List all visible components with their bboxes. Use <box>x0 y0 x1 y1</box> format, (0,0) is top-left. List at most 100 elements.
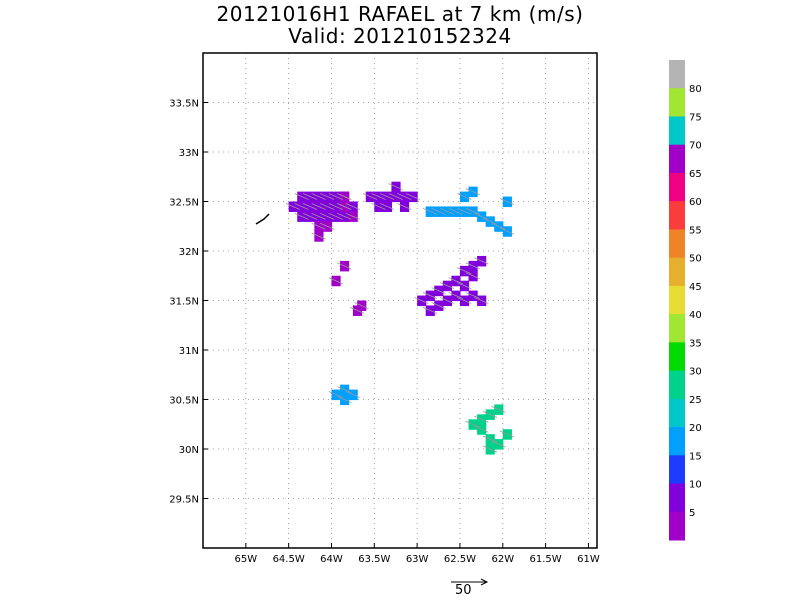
colorbar-label: 50 <box>689 254 702 265</box>
wind-vector <box>388 193 403 200</box>
wind-vector <box>499 227 515 235</box>
wind-vector <box>328 193 343 200</box>
colorbar-label: 60 <box>689 197 702 208</box>
wind-vector <box>474 257 489 265</box>
x-tick-label: 65W <box>235 554 258 565</box>
colorbar-label: 30 <box>689 367 702 378</box>
wind-vector <box>302 212 318 220</box>
wind-vector <box>448 292 463 299</box>
x-tick-label: 63W <box>406 554 429 565</box>
wind-vector <box>311 193 326 200</box>
colorbar-label: 75 <box>689 112 702 123</box>
wind-vector <box>448 277 463 285</box>
colorbar-swatch <box>669 144 685 174</box>
colorbar-swatch <box>669 229 685 259</box>
colorbar-label: 55 <box>689 225 702 236</box>
vector-scale <box>451 578 489 586</box>
colorbar-label: 10 <box>689 480 702 491</box>
colorbar-swatch <box>669 201 685 230</box>
wind-vector <box>350 307 365 314</box>
colorbar-swatch <box>669 398 685 428</box>
wind-vector <box>345 212 361 220</box>
y-tick-label: 29.5N <box>169 495 199 506</box>
y-tick-label: 30.5N <box>169 396 199 407</box>
y-tick-label: 32.5N <box>169 198 199 209</box>
wind-vector <box>474 415 489 423</box>
wind-vector <box>465 208 480 215</box>
wind-vector <box>371 203 386 210</box>
wind-vector <box>320 203 335 210</box>
colorbar-swatch <box>669 257 685 287</box>
wind-vector <box>379 203 395 210</box>
data-cells <box>288 181 512 455</box>
wind-vector <box>431 302 446 309</box>
wind-vector <box>397 193 412 200</box>
wind-vector <box>362 193 378 200</box>
y-tick-label: 33.5N <box>169 99 199 110</box>
colorbar-label: 15 <box>689 451 702 462</box>
wind-vector <box>457 193 472 200</box>
colorbar-label: 45 <box>689 282 702 293</box>
wind-vector <box>320 212 335 220</box>
wind-vector <box>388 183 403 191</box>
wind-vector <box>345 391 361 398</box>
wind-vector <box>465 272 480 280</box>
coastline-mark <box>255 213 270 225</box>
wind-vector <box>474 297 489 304</box>
y-tick-label: 31N <box>179 346 199 357</box>
wind-vector <box>431 287 446 294</box>
wind-vector <box>457 282 472 290</box>
colorbar-swatch <box>669 285 685 315</box>
wind-vector <box>439 282 455 290</box>
wind-vector <box>431 208 446 215</box>
wind-vector <box>457 208 472 215</box>
wind-vector <box>320 193 335 200</box>
wind-vector <box>328 391 343 398</box>
wind-vector <box>371 193 386 200</box>
wind-vector <box>499 430 515 438</box>
wind-vector <box>482 435 498 443</box>
colorbar-label: 35 <box>689 338 702 349</box>
wind-vector <box>491 440 506 448</box>
wind-vector <box>474 212 489 220</box>
x-tick-label: 64.5W <box>273 554 305 565</box>
y-tick-label: 32N <box>179 247 199 258</box>
colorbar-swatch <box>669 370 685 400</box>
grid-layer <box>203 53 597 548</box>
wind-vector <box>457 297 472 304</box>
colorbar-label: 40 <box>689 310 702 321</box>
colorbar-label: 70 <box>689 141 702 152</box>
x-tick-label: 61.5W <box>530 554 562 565</box>
wind-vector <box>474 425 489 433</box>
wind-vector <box>320 222 335 230</box>
wind-vector <box>337 386 352 393</box>
y-tick-label: 30N <box>179 445 199 456</box>
axis-ticks: 65W 64.5W 64W 63.5W 63W 62.5W 62W 61.5W 61W 29.5N… <box>169 99 600 566</box>
colorbar-label: 65 <box>689 169 702 180</box>
wind-vector <box>439 297 455 304</box>
wind-vector <box>439 208 455 215</box>
wind-vector <box>302 203 318 210</box>
x-tick-label: 63.5W <box>358 554 390 565</box>
wind-vector <box>337 262 352 270</box>
wind-vector <box>465 188 480 195</box>
wind-vector <box>422 292 438 299</box>
x-tick-label: 61W <box>577 554 600 565</box>
vector-scale-arrowhead <box>480 578 489 586</box>
wind-vector <box>482 217 498 225</box>
wind-vector <box>414 297 429 304</box>
colorbar-label: 5 <box>689 508 695 519</box>
wind-vector <box>482 445 498 453</box>
y-tick-label: 31.5N <box>169 297 199 308</box>
wind-vector <box>448 208 463 215</box>
wind-vector <box>328 203 343 210</box>
wind-vector <box>302 193 318 200</box>
colorbar-label: 20 <box>689 423 702 434</box>
x-tick-label: 64W <box>320 554 343 565</box>
wind-vector <box>422 208 438 215</box>
wind-vector <box>345 203 361 210</box>
wind-vector <box>465 292 480 299</box>
colorbar-label: 80 <box>689 84 702 95</box>
wind-vector <box>491 406 506 413</box>
